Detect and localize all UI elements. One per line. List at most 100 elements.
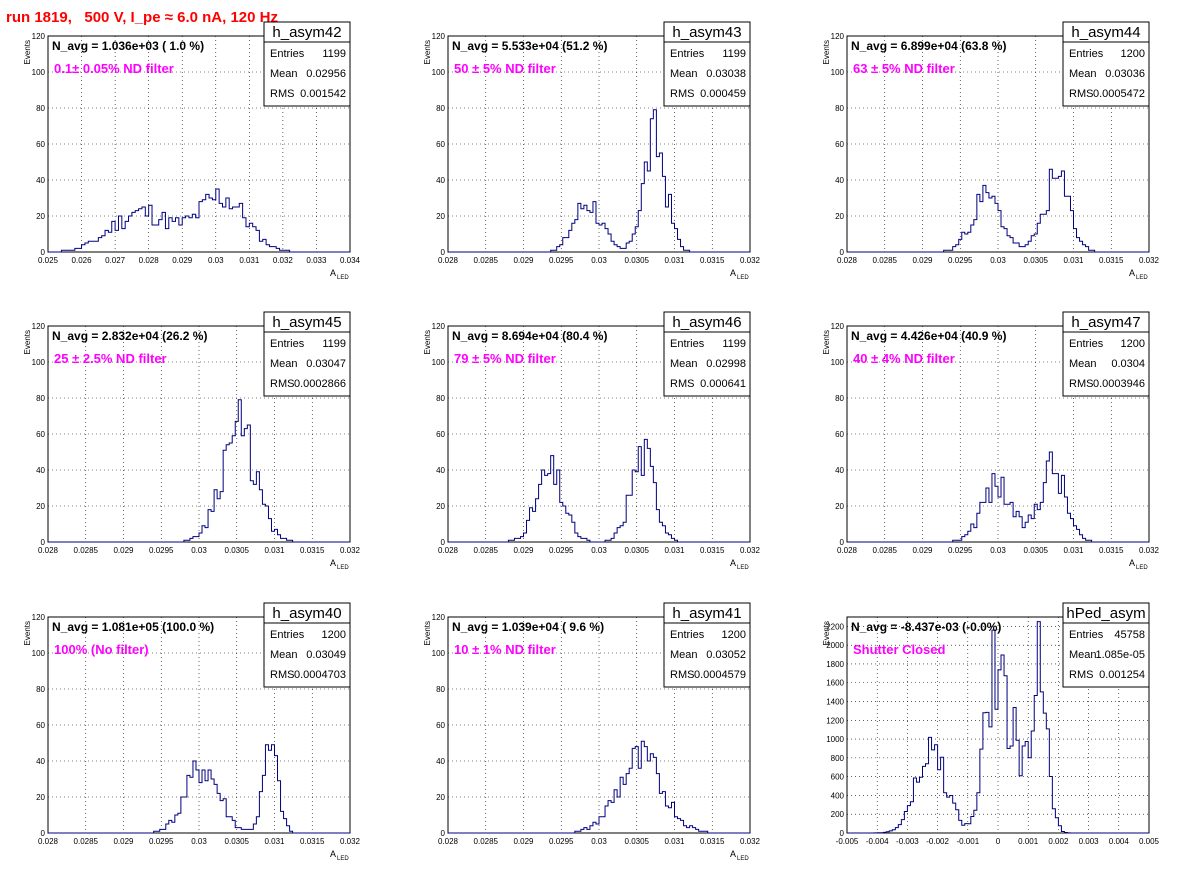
- y-tick-label: 1200: [826, 716, 844, 725]
- x-tick-label: 0.0315: [700, 837, 725, 846]
- filter-annotation: 63 ± 5% ND filter: [853, 61, 955, 76]
- x-tick-label: 0.032: [740, 256, 761, 265]
- stats-title: h_asym43: [672, 24, 741, 41]
- stats-mean-value: 0.03038: [706, 68, 746, 80]
- x-tick-label: 0.032: [340, 546, 361, 555]
- stats-mean-value: 0.03052: [706, 649, 746, 661]
- panel-header: N_avg = 1.039e+04 ( 9.6 %): [452, 620, 604, 634]
- x-tick-label: 0.004: [1109, 837, 1130, 846]
- x-tick-label: -0.005: [836, 837, 859, 846]
- x-axis-label-sub: LED: [337, 275, 349, 281]
- stats-entries-label: Entries: [670, 48, 705, 60]
- x-axis-label-sub: LED: [337, 565, 349, 571]
- filter-annotation: 40 ± 4% ND filter: [853, 351, 955, 366]
- x-tick-label: 0.032: [340, 837, 361, 846]
- x-tick-label: 0.029: [513, 546, 534, 555]
- stats-rms-value: 0.0002866: [294, 378, 346, 390]
- histogram-line: [847, 168, 1149, 253]
- stats-rms-label: RMS: [270, 378, 294, 390]
- stats-box: [263, 21, 351, 107]
- x-tick-label: 0.0285: [74, 837, 99, 846]
- x-tick-label: 0.031: [1063, 546, 1084, 555]
- stats-rms-label: RMS: [270, 88, 294, 100]
- x-axis-label-sub: LED: [737, 565, 749, 571]
- x-tick-label: 0.031: [1063, 256, 1084, 265]
- histogram-line: [448, 438, 750, 543]
- y-tick-label: 0: [441, 538, 446, 547]
- x-axis-label: A: [330, 268, 336, 278]
- x-tick-label: 0.03: [191, 837, 207, 846]
- stats-title: h_asym45: [272, 314, 341, 331]
- x-tick-label: 0.028: [837, 256, 858, 265]
- x-tick-label: 0.002: [1048, 837, 1069, 846]
- stats-mean-value: 0.03036: [1105, 68, 1145, 80]
- x-tick-label: 0.031: [264, 546, 285, 555]
- x-tick-label: 0.0285: [873, 546, 898, 555]
- stats-entries-label: Entries: [1069, 629, 1104, 641]
- filter-annotation: 0.1± 0.05% ND filter: [54, 61, 174, 76]
- x-tick-label: 0.0305: [225, 546, 250, 555]
- histogram-line: [48, 744, 350, 834]
- y-tick-label: 40: [835, 176, 844, 185]
- stats-rms-label: RMS: [1069, 378, 1093, 390]
- x-tick-label: 0.001: [1018, 837, 1039, 846]
- x-tick-label: 0.031: [664, 256, 685, 265]
- stats-entries-label: Entries: [270, 629, 305, 641]
- x-tick-label: 0.029: [113, 837, 134, 846]
- stats-rms-value: 0.001254: [1099, 669, 1145, 681]
- y-axis-label: Events: [822, 40, 831, 64]
- y-tick-label: 120: [32, 32, 46, 41]
- y-tick-label: 20: [436, 212, 445, 221]
- x-tick-label: 0.032: [740, 837, 761, 846]
- x-axis-label: A: [730, 849, 736, 859]
- stats-title: hPed_asym: [1066, 605, 1145, 622]
- x-tick-label: 0.032: [740, 546, 761, 555]
- stats-mean-label: Mean: [670, 649, 698, 661]
- y-tick-label: 120: [831, 322, 845, 331]
- x-tick-label: 0.031: [664, 837, 685, 846]
- x-axis-label-sub: LED: [1136, 275, 1148, 281]
- stats-mean-label: Mean: [270, 358, 298, 370]
- stats-mean-value: 0.03047: [306, 358, 346, 370]
- y-tick-label: 80: [36, 394, 45, 403]
- histogram-line: [448, 109, 750, 253]
- y-tick-label: 0: [41, 538, 46, 547]
- y-tick-label: 0: [41, 248, 46, 257]
- y-tick-label: 200: [831, 810, 845, 819]
- y-tick-label: 80: [436, 685, 445, 694]
- y-axis-label: Events: [822, 621, 831, 645]
- x-tick-label: 0.029: [172, 256, 193, 265]
- x-tick-label: 0.03: [990, 546, 1006, 555]
- x-tick-label: -0.003: [896, 837, 919, 846]
- x-tick-label: 0.029: [513, 256, 534, 265]
- x-tick-label: 0.033: [306, 256, 327, 265]
- y-tick-label: 60: [835, 140, 844, 149]
- y-tick-label: 80: [835, 394, 844, 403]
- stats-rms-value: 0.000641: [700, 378, 746, 390]
- x-tick-label: 0.0305: [1024, 256, 1049, 265]
- y-tick-label: 20: [436, 502, 445, 511]
- x-tick-label: 0.0295: [948, 256, 973, 265]
- y-tick-label: 120: [432, 32, 446, 41]
- stats-entries-label: Entries: [670, 629, 705, 641]
- x-tick-label: 0.03: [591, 837, 607, 846]
- x-tick-label: 0.0315: [1099, 546, 1124, 555]
- x-tick-label: 0.0305: [1024, 546, 1049, 555]
- y-tick-label: 0: [441, 248, 446, 257]
- stats-rms-value: 0.000459: [700, 88, 746, 100]
- x-tick-label: 0.028: [38, 546, 59, 555]
- y-tick-label: 100: [831, 358, 845, 367]
- stats-mean-label: Mean: [270, 68, 298, 80]
- stats-entries-value: 1200: [322, 629, 346, 641]
- panel-header: N_avg = 1.036e+03 ( 1.0 %): [52, 39, 204, 53]
- stats-mean-value: 0.03049: [306, 649, 346, 661]
- x-tick-label: 0.0315: [700, 546, 725, 555]
- stats-rms-value: 0.001542: [300, 88, 346, 100]
- panel-header: N_avg = 5.533e+04 (51.2 %): [452, 39, 607, 53]
- y-axis-label: Events: [23, 621, 32, 645]
- y-tick-label: 1800: [826, 660, 844, 669]
- y-tick-label: 0: [41, 829, 46, 838]
- y-tick-label: 2000: [826, 641, 844, 650]
- filter-annotation: Shutter Closed: [853, 642, 946, 657]
- y-tick-label: 1600: [826, 679, 844, 688]
